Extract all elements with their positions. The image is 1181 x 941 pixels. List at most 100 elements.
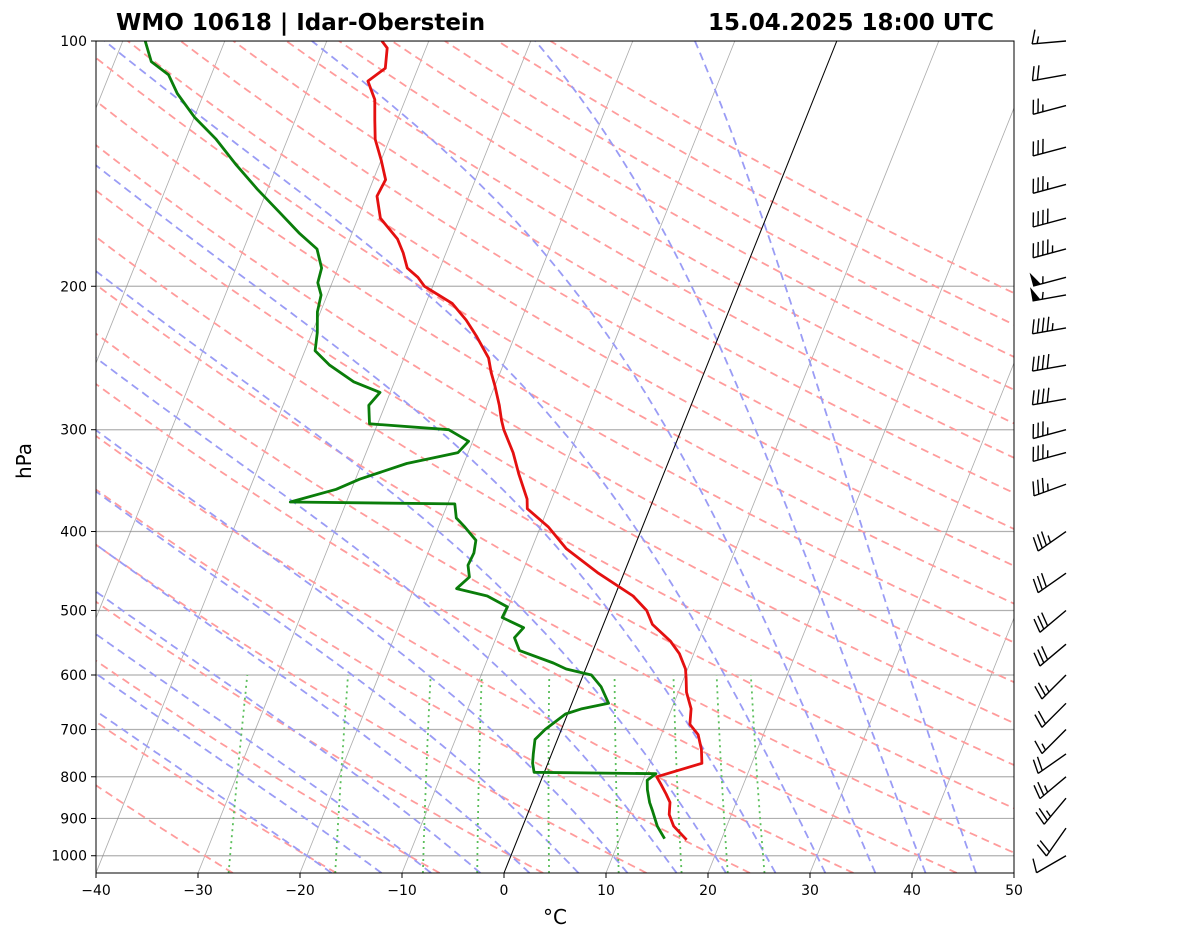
mixing-ratio-line	[334, 674, 349, 873]
isotherm-line	[197, 41, 532, 873]
moist-adiabat-line	[96, 543, 531, 873]
dry-adiabat-line	[96, 56, 1014, 605]
plot-frame	[95, 40, 1015, 874]
dry-adiabat-line	[391, 41, 1014, 391]
wind-barb	[1031, 65, 1067, 82]
mixing-ratio-line	[227, 674, 249, 873]
mixing-ratio-line	[547, 674, 551, 873]
wind-barb	[1031, 353, 1067, 372]
mixing-ratio-line	[715, 674, 729, 873]
dry-adiabat-line	[96, 332, 1014, 854]
wind-barb	[1031, 29, 1067, 45]
dry-adiabat-line	[96, 720, 337, 873]
dry-adiabat-line	[338, 41, 1014, 425]
dewpoint-profile-line	[143, 41, 666, 840]
wind-barb	[1033, 776, 1067, 800]
dry-adiabat-line	[96, 659, 441, 873]
dry-adiabat-line	[285, 41, 1014, 459]
wind-barb	[1035, 797, 1067, 825]
dry-adiabat-line	[549, 41, 1014, 295]
x-tick-label: 0	[500, 883, 509, 899]
y-tick-label: 700	[60, 723, 87, 739]
x-tick-label: 20	[699, 883, 717, 899]
dry-adiabat-line	[96, 235, 1014, 766]
wind-barb	[1029, 272, 1067, 287]
dry-adiabat-line	[444, 41, 1014, 358]
moist-adiabat-line	[96, 429, 629, 873]
mixing-ratio-line	[613, 675, 620, 873]
y-tick-label: 100	[60, 34, 87, 50]
y-tick-label: 800	[60, 770, 87, 786]
y-tick-label: 500	[60, 603, 87, 619]
sounding-profiles	[143, 41, 704, 841]
mixing-ratio-line	[672, 674, 683, 873]
wind-barb	[1036, 827, 1067, 857]
y-tick-label: 200	[60, 279, 87, 295]
moist-adiabat-line	[96, 270, 727, 873]
dry-adiabat-line	[96, 434, 854, 873]
moist-adiabat-line	[96, 672, 383, 873]
y-tick-label: 400	[60, 525, 87, 541]
x-tick-label: 50	[1005, 883, 1023, 899]
wind-barb	[1032, 753, 1067, 775]
moist-adiabat-line	[96, 633, 432, 873]
y-axis-label: hPa	[12, 443, 36, 479]
moist-adiabat-line	[96, 709, 333, 873]
wind-barb	[1032, 572, 1067, 594]
wind-barb	[1031, 387, 1067, 406]
moist-adiabat-line	[96, 590, 481, 873]
wind-barbs	[1029, 29, 1067, 874]
isotherm-line	[96, 41, 328, 620]
x-tick-label: 40	[903, 883, 921, 899]
dry-adiabat-line	[96, 543, 647, 873]
x-tick-label: −40	[81, 883, 111, 899]
wind-barb	[1032, 444, 1067, 463]
dry-adiabat-line	[127, 41, 1014, 567]
wind-barb	[1032, 138, 1067, 157]
zero-isotherm-line	[503, 41, 838, 873]
mixing-ratio-line	[422, 674, 432, 873]
dry-adiabat-line	[96, 382, 958, 873]
isotherm-line	[401, 41, 736, 873]
isotherm-line	[707, 106, 1014, 873]
moist-adiabat-line	[694, 41, 977, 873]
x-axis: −40 −30 −20 −10 0 10 20 30 40 50	[81, 873, 1023, 899]
moist-adiabat-line	[534, 41, 927, 873]
moist-adiabat-line	[96, 490, 580, 873]
dry-adiabat-line	[96, 784, 234, 873]
y-tick-label: 1000	[51, 849, 87, 865]
wind-barb	[1030, 287, 1067, 302]
dry-adiabat-line	[96, 600, 544, 873]
wind-barb	[1033, 643, 1067, 667]
wind-barb	[1032, 98, 1067, 115]
dry-adiabat-line	[96, 488, 751, 873]
wind-barb	[1034, 702, 1067, 728]
isotherm-line	[299, 41, 634, 873]
moist-adiabat-line	[96, 164, 777, 873]
x-tick-label: 10	[597, 883, 615, 899]
moist-adiabat-line	[311, 41, 877, 873]
wind-barb	[1032, 239, 1067, 259]
chart-title-datetime: 15.04.2025 18:00 UTC	[708, 10, 994, 36]
chart-title-station: WMO 10618 | Idar-Oberstein	[116, 10, 485, 36]
wind-barb	[1032, 208, 1067, 228]
isotherm-line	[605, 41, 940, 873]
y-tick-label: 900	[60, 811, 87, 827]
moist-adiabat-line	[96, 356, 678, 873]
isotherm-line	[911, 616, 1014, 873]
dry-adiabat-line	[497, 41, 1014, 326]
isotherm-line	[809, 361, 1014, 873]
wind-barb	[1032, 530, 1067, 552]
dry-adiabat-line	[96, 189, 1014, 725]
moist-adiabat-line	[104, 41, 827, 873]
y-axis: 100 200 300 400 500 600 700 800 900 1000	[51, 34, 96, 865]
wind-barb	[1034, 674, 1067, 700]
isotherm-line	[96, 41, 430, 873]
temperature-profile-line	[366, 41, 704, 841]
wind-barb	[1032, 855, 1067, 874]
x-tick-label: −10	[387, 883, 417, 899]
background-lines	[96, 41, 1014, 873]
wind-barb	[1032, 477, 1067, 497]
y-tick-label: 600	[60, 668, 87, 684]
